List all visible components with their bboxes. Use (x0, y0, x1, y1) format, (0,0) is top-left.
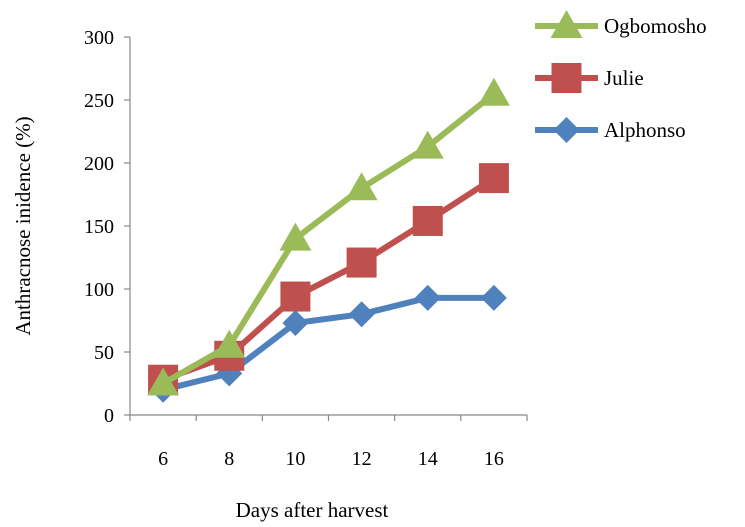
legend-item-alphonso: Alphonso (535, 117, 686, 143)
legend-item-ogbomosho: Ogbomosho (535, 10, 707, 38)
y-tick-label: 250 (84, 90, 114, 112)
y-tick-label: 150 (84, 216, 114, 238)
x-tick-label: 6 (158, 448, 168, 470)
data-point (345, 172, 378, 201)
data-point (412, 205, 443, 236)
x-tick-label: 14 (418, 448, 438, 470)
legend-marker (550, 10, 583, 38)
legend-marker (551, 63, 582, 93)
series-line (162, 175, 496, 383)
y-axis-ticks: 0 50 100 150 200 250 300 (84, 27, 130, 427)
legend-marker (553, 117, 580, 143)
data-point (346, 247, 377, 278)
legend-item-julie: Julie (535, 63, 644, 93)
series-alphonso (150, 284, 507, 403)
x-axis-title: Days after harvest (236, 498, 389, 522)
x-tick-label: 16 (484, 448, 504, 470)
data-point (213, 329, 246, 358)
y-tick-label: 0 (104, 405, 114, 427)
legend-label: Alphonso (604, 118, 686, 142)
x-tick-label: 8 (224, 448, 234, 470)
series-line (162, 294, 494, 393)
data-point (414, 284, 441, 311)
y-tick-label: 200 (84, 153, 114, 175)
legend: Ogbomosho Julie Alphonso (535, 10, 707, 143)
data-point (147, 367, 180, 396)
x-tick-label: 12 (352, 448, 372, 470)
x-tick-label: 10 (285, 448, 305, 470)
data-point (477, 77, 510, 106)
legend-label: Julie (604, 66, 644, 90)
x-axis-ticks: 6 8 10 12 14 16 (129, 415, 528, 470)
y-tick-label: 100 (84, 279, 114, 301)
data-point (280, 281, 311, 312)
data-point (279, 222, 312, 251)
data-point (282, 310, 309, 337)
data-point (480, 284, 507, 311)
y-tick-label: 300 (84, 27, 114, 49)
data-point (411, 130, 444, 159)
y-axis-title: Anthracnose inidence (%) (11, 116, 35, 335)
data-point (478, 163, 509, 194)
series-line (161, 91, 496, 387)
y-tick-label: 50 (94, 342, 114, 364)
series-layer (147, 77, 510, 403)
series-ogbomosho (147, 77, 510, 396)
legend-label: Ogbomosho (604, 14, 707, 38)
data-point (348, 301, 375, 328)
